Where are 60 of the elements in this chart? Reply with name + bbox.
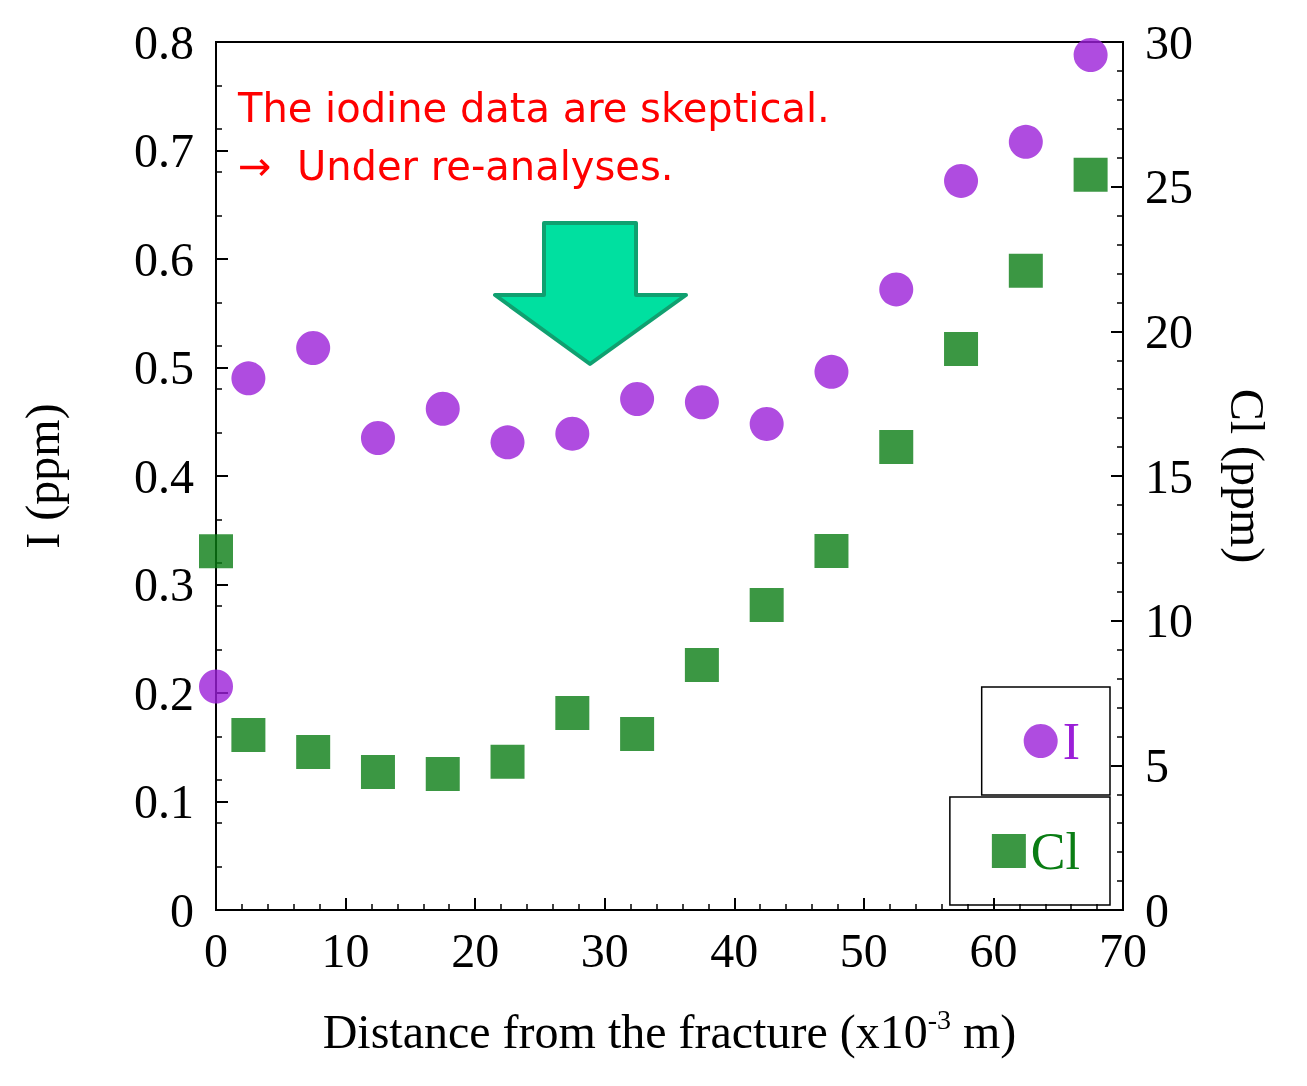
point xyxy=(620,381,655,416)
point xyxy=(231,717,266,752)
point xyxy=(1073,157,1108,192)
point xyxy=(814,354,849,389)
point xyxy=(684,385,719,420)
point xyxy=(684,647,719,682)
y2-tick-label: 5 xyxy=(1145,738,1169,792)
annotation: → Under re-analyses. xyxy=(238,143,674,189)
point xyxy=(490,744,525,779)
y-tick-label: 0.8 xyxy=(134,15,194,69)
point xyxy=(360,754,395,789)
x-tick-label: 10 xyxy=(321,923,370,977)
point xyxy=(620,717,655,752)
x-tick-label: 40 xyxy=(710,923,759,977)
x-tick-label: 50 xyxy=(839,923,888,977)
point xyxy=(944,163,979,198)
y2-tick-label: 30 xyxy=(1145,15,1193,69)
point xyxy=(879,430,914,465)
y-tick-label: 0.2 xyxy=(134,666,194,720)
x-tick-label: 30 xyxy=(580,923,629,977)
y2-axis-title: Cl (ppm) xyxy=(1219,388,1274,564)
point xyxy=(879,272,914,307)
y-tick-label: 0 xyxy=(170,883,194,937)
legend-label: I xyxy=(1062,712,1081,770)
annotation: The iodine data are skeptical. xyxy=(237,85,830,131)
y2-tick-label: 10 xyxy=(1145,594,1193,648)
point xyxy=(490,425,525,460)
y-tick-label: 0.1 xyxy=(134,775,194,828)
y-tick-label: 0.3 xyxy=(134,558,194,611)
point xyxy=(361,421,395,456)
point xyxy=(944,331,979,366)
x-tick-label: 70 xyxy=(1099,923,1147,977)
point xyxy=(814,533,849,568)
legend-label: Cl xyxy=(1030,822,1081,880)
point xyxy=(1008,253,1043,288)
x-tick-label: 20 xyxy=(451,923,500,977)
y2-tick-label: 15 xyxy=(1145,449,1193,503)
point xyxy=(555,416,590,451)
y-tick-label: 0.6 xyxy=(134,232,194,286)
y-tick-label: 0.4 xyxy=(134,449,194,503)
point xyxy=(1008,124,1043,159)
y-tick-label: 0.7 xyxy=(134,124,194,177)
y-axis-title: I (ppm) xyxy=(15,403,70,549)
point xyxy=(231,361,266,396)
y2-tick-label: 25 xyxy=(1145,160,1193,214)
y-tick-label: 0.5 xyxy=(134,341,194,394)
x-tick-label: 0 xyxy=(204,923,228,977)
point xyxy=(296,735,331,770)
point xyxy=(296,330,331,365)
point xyxy=(199,534,233,569)
point xyxy=(425,391,460,426)
y2-tick-label: 20 xyxy=(1145,304,1193,358)
point xyxy=(425,757,460,792)
point xyxy=(199,669,233,704)
point xyxy=(1073,38,1108,73)
y2-tick-label: 0 xyxy=(1145,883,1169,937)
x-tick-label: 60 xyxy=(969,923,1018,977)
point xyxy=(749,406,784,441)
point xyxy=(555,695,590,730)
point xyxy=(749,588,784,623)
